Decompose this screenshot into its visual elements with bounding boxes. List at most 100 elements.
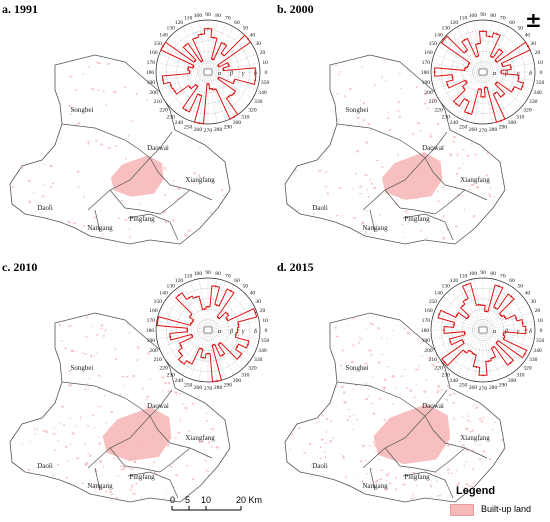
greek-label: β bbox=[229, 71, 233, 77]
angle-label: 340 bbox=[258, 90, 267, 96]
angle-label: 330 bbox=[529, 99, 538, 105]
angle-label: 210 bbox=[154, 357, 163, 363]
legend-title: Legend bbox=[456, 485, 496, 497]
angle-label: 120 bbox=[175, 20, 184, 26]
district-label: Daowai bbox=[422, 144, 444, 152]
north-arrow-icon: ± bbox=[525, 8, 542, 32]
district-boundary bbox=[159, 447, 191, 473]
angle-label: 310 bbox=[241, 372, 250, 378]
angle-label: 10 bbox=[262, 318, 268, 324]
angle-label: 220 bbox=[434, 107, 443, 113]
district-label: Daoli bbox=[37, 204, 53, 212]
angle-label: 160 bbox=[424, 50, 433, 56]
angle-label: 60 bbox=[234, 20, 240, 26]
angle-label: 80 bbox=[215, 271, 221, 277]
district-boundary bbox=[61, 123, 151, 159]
angle-label: 70 bbox=[500, 15, 506, 21]
angle-label: 240 bbox=[450, 120, 459, 126]
angle-label: 200 bbox=[424, 348, 433, 354]
angle-label: 300 bbox=[233, 120, 242, 126]
district-boundary bbox=[424, 131, 448, 159]
angle-label: 110 bbox=[184, 273, 192, 279]
angle-label: 100 bbox=[194, 271, 203, 277]
map-panel-1991: Songbei Daowai Daoli Xiangfang Nangang Pingfa… bbox=[0, 0, 270, 250]
district-boundary bbox=[384, 447, 436, 473]
angle-label: 130 bbox=[167, 284, 176, 290]
angle-label: 330 bbox=[529, 357, 538, 363]
angle-label: 70 bbox=[500, 273, 506, 279]
district-label: Pingfang bbox=[404, 473, 430, 481]
angle-label: 160 bbox=[424, 308, 433, 314]
angle-label: 140 bbox=[159, 291, 168, 297]
angle-label: 180 bbox=[421, 70, 430, 76]
district-boundary bbox=[424, 389, 448, 417]
angle-label: 100 bbox=[469, 271, 478, 277]
district-boundary bbox=[434, 189, 466, 215]
angle-label: 180 bbox=[146, 70, 155, 76]
panel-title: a. 1991 bbox=[2, 2, 38, 16]
angle-label: 340 bbox=[533, 90, 542, 96]
angle-label: 230 bbox=[167, 372, 176, 378]
angle-label: 80 bbox=[490, 271, 496, 277]
district-boundary bbox=[149, 389, 173, 417]
angle-label: 90 bbox=[480, 270, 486, 276]
district-label: Songbei bbox=[346, 364, 369, 372]
angle-label: 170 bbox=[422, 318, 431, 324]
angle-label: 50 bbox=[517, 284, 523, 290]
district-label: Daowai bbox=[147, 402, 169, 410]
angle-label: 150 bbox=[154, 41, 163, 47]
angle-label: 270 bbox=[204, 386, 213, 392]
angle-label: 220 bbox=[434, 365, 443, 371]
district-boundary bbox=[424, 157, 488, 201]
angle-label: 10 bbox=[537, 60, 543, 66]
angle-label: 320 bbox=[523, 107, 532, 113]
district-boundary bbox=[369, 467, 376, 491]
angle-label: 30 bbox=[255, 299, 261, 305]
district-label: Songbei bbox=[346, 106, 369, 114]
district-label: Daowai bbox=[147, 144, 169, 152]
angle-label: 50 bbox=[242, 26, 248, 32]
angle-label: 260 bbox=[194, 385, 203, 391]
angle-label: 320 bbox=[248, 365, 257, 371]
district-boundary bbox=[109, 447, 161, 473]
panel-title: b. 2000 bbox=[277, 2, 314, 16]
angle-label: 110 bbox=[459, 15, 467, 21]
district-label: Xiangfang bbox=[185, 434, 215, 442]
scale-tick-20: 20 Km bbox=[236, 495, 262, 505]
angle-label: 210 bbox=[429, 99, 438, 105]
angle-label: 150 bbox=[154, 299, 163, 305]
angle-label: 260 bbox=[469, 385, 478, 391]
angle-label: 200 bbox=[424, 90, 433, 96]
angle-label: 30 bbox=[530, 41, 536, 47]
district-boundary bbox=[94, 209, 101, 233]
district-label: Songbei bbox=[71, 364, 94, 372]
district-boundary bbox=[149, 131, 173, 159]
angle-label: 30 bbox=[255, 41, 261, 47]
city-boundary bbox=[284, 54, 506, 245]
angle-label: 0 bbox=[265, 70, 268, 76]
district-label: Pingfang bbox=[129, 473, 155, 481]
angle-label: 270 bbox=[479, 386, 488, 392]
angle-label: 210 bbox=[154, 99, 163, 105]
angle-label: 140 bbox=[159, 33, 168, 39]
angle-label: 40 bbox=[250, 291, 256, 297]
angle-label: 100 bbox=[469, 13, 478, 19]
greek-label: α bbox=[493, 71, 497, 77]
angle-label: 220 bbox=[159, 107, 168, 113]
angle-label: 120 bbox=[450, 20, 459, 26]
angle-label: 240 bbox=[175, 120, 184, 126]
district-boundary bbox=[109, 189, 161, 215]
urban-core bbox=[110, 155, 164, 197]
greek-label: γ bbox=[517, 71, 520, 77]
angle-label: 90 bbox=[205, 12, 211, 18]
greek-label: γ bbox=[242, 71, 245, 77]
angle-label: 220 bbox=[159, 365, 168, 371]
built-up-land bbox=[12, 55, 229, 244]
scale-tick-0: 0 bbox=[170, 495, 175, 505]
district-label: Pingfang bbox=[129, 215, 155, 223]
angle-label: 200 bbox=[149, 348, 158, 354]
angle-label: 190 bbox=[422, 80, 431, 86]
map-panel-2000: Songbei Daowai Daoli Xiangfang Nangang Pingfa… bbox=[275, 0, 545, 250]
angle-label: 330 bbox=[254, 357, 263, 363]
district-boundary bbox=[336, 123, 426, 159]
